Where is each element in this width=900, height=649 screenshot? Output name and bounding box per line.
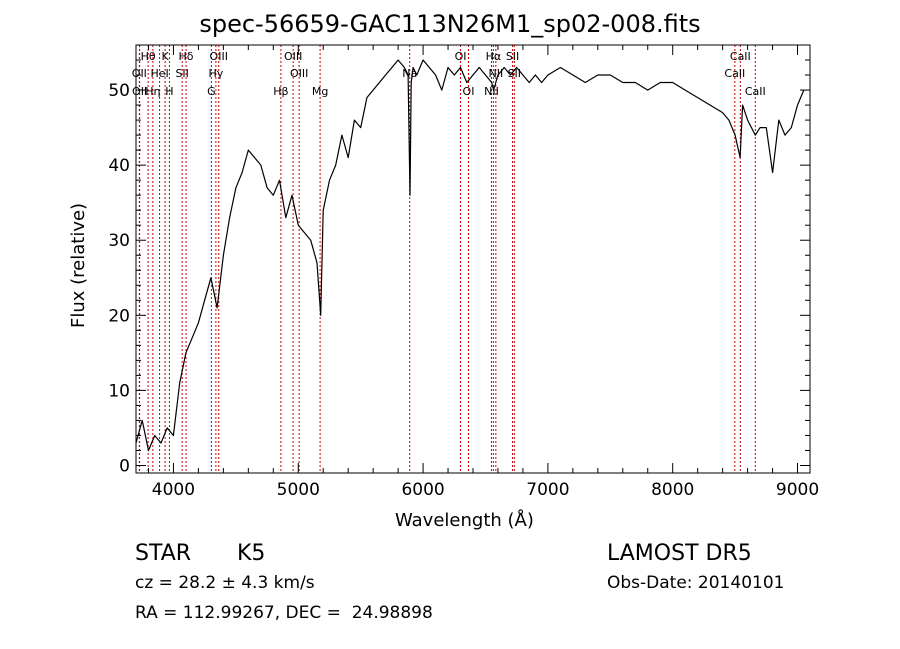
object-type: STAR [135,541,192,566]
line-marker-label: CaII [730,50,751,63]
y-tick-label: 0 [119,456,130,476]
line-marker-label: NII [488,67,503,80]
x-tick-label: 6000 [401,480,444,500]
line-marker-label: OI [463,85,475,98]
line-markers [138,45,756,473]
observation-date: Obs-Date: 20140101 [607,573,785,593]
line-marker-label: G [207,85,216,98]
object-subclass: K5 [237,541,266,566]
line-marker-label: Hη [145,85,160,98]
spectrum-series [135,59,805,452]
line-marker-label: SII [506,50,519,63]
y-axis-label: Flux (relative) [68,202,89,328]
line-marker-labels: Hθ K Hδ OIII OIII OI Hα SII CaII OII HeI SII Hγ OIII N… [132,50,766,98]
line-marker-label: Hα [486,50,502,63]
y-axis-ticks: 0 10 20 30 40 50 [108,59,810,476]
line-marker-label: Hθ [141,50,156,63]
line-marker-label: OIII [290,67,308,80]
line-marker-label: K [161,50,169,63]
line-marker-label: Mg [312,85,328,98]
line-marker-label: OII [132,67,147,80]
ra-dec-coordinates: RA = 112.99267, DEC = 24.98898 [135,603,433,623]
y-tick-label: 20 [108,306,130,326]
line-marker-label: H [165,85,173,98]
line-marker-label: NII [484,85,499,98]
line-marker-label: CaII [724,67,745,80]
x-tick-label: 9000 [776,480,819,500]
y-tick-label: 10 [108,381,130,401]
redshift-cz: cz = 28.2 ± 4.3 km/s [135,573,315,593]
spectrum-line [135,59,805,452]
line-marker-label: Hγ [208,67,223,80]
x-tick-label: 4000 [152,480,195,500]
survey-name: LAMOST DR5 [607,541,752,566]
y-tick-label: 50 [108,81,130,101]
x-axis-label: Wavelength (Å) [395,510,534,531]
x-axis-ticks: 4000 5000 6000 7000 8000 9000 [147,45,819,500]
line-marker-label: SII [508,67,521,80]
y-tick-label: 40 [108,156,130,176]
line-marker-label: Hβ [273,85,288,98]
line-marker-label: SII [175,67,188,80]
line-marker-label: Hδ [179,50,194,63]
line-marker-label: OI [455,50,467,63]
x-tick-label: 8000 [651,480,694,500]
line-marker-label: CaII [745,85,766,98]
line-marker-label: OIII [210,50,228,63]
x-tick-label: 7000 [526,480,569,500]
y-tick-label: 30 [108,231,130,251]
x-tick-label: 5000 [277,480,320,500]
chart-title: spec-56659-GAC113N26M1_sp02-008.fits [199,10,701,38]
line-marker-label: HeI [150,67,168,80]
plot-frame [135,44,811,474]
line-marker-label: OIII [284,50,302,63]
